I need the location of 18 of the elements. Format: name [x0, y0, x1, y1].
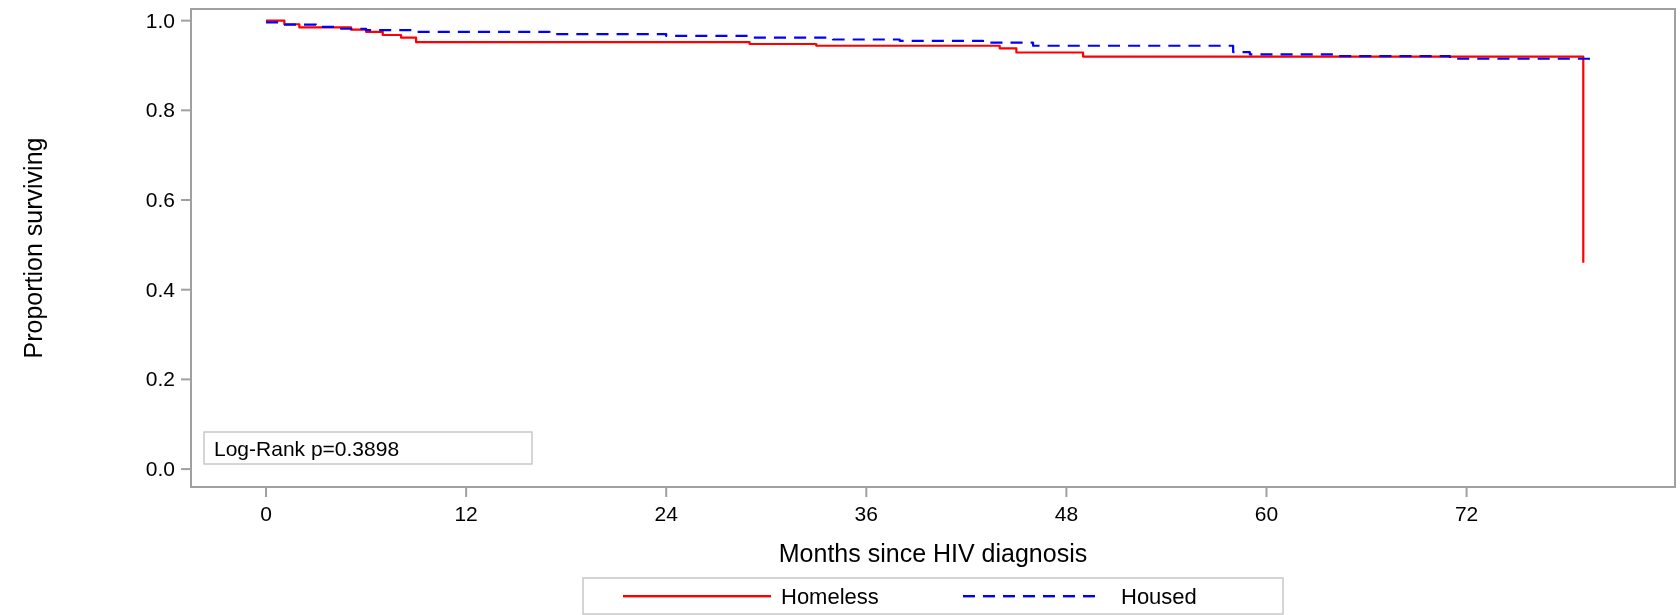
x-tick-label: 72 [1454, 502, 1479, 525]
x-tick-label: 60 [1254, 502, 1279, 525]
y-tick-label: 1.0 [145, 8, 175, 32]
y-tick-label: 0.4 [145, 277, 176, 301]
x-tick-label: 48 [1054, 502, 1079, 525]
legend-label: Housed [1121, 584, 1197, 609]
x-tick-label: 24 [654, 502, 679, 525]
x-axis-title: Months since HIV diagnosis [778, 539, 1088, 567]
y-tick-label: 0.8 [145, 98, 175, 122]
legend-label: Homeless [781, 584, 879, 609]
y-axis-title: Proportion surviving [19, 137, 47, 359]
x-tick-label: 12 [454, 502, 478, 525]
annotation: Log-Rank p=0.3898 [214, 437, 400, 460]
y-tick-label: 0.2 [145, 367, 175, 391]
y-tick-label: 0.0 [145, 457, 175, 481]
y-tick-label: 0.6 [145, 188, 175, 212]
x-tick-label: 36 [854, 502, 878, 525]
x-tick-label: 0 [260, 502, 272, 525]
